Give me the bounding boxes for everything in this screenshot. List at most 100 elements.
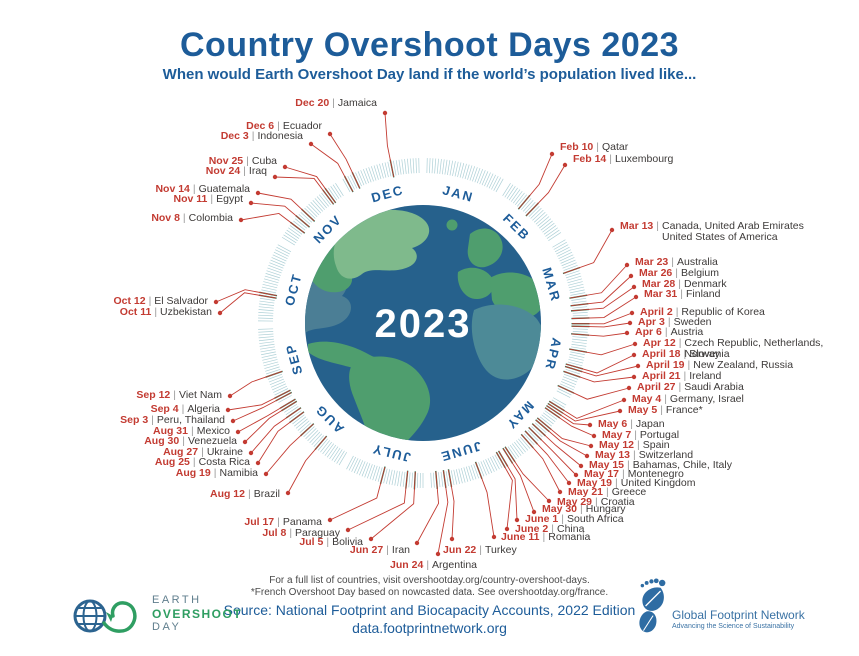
- country-label: Sep 3 | Peru, Thailand: [120, 415, 225, 426]
- country-label: June 11 | Romania: [501, 532, 590, 543]
- overshoot-date: Sep 3: [120, 414, 149, 426]
- separator: |: [181, 403, 185, 415]
- country-name: Slovenia: [689, 348, 730, 360]
- overshoot-date: Dec 3: [220, 130, 249, 142]
- country-label: Mar 13 | Canada, United Arab Emirates Unit…: [620, 221, 804, 243]
- country-name: Indonesia: [257, 130, 303, 142]
- overshoot-date: Aug 25: [154, 456, 190, 468]
- overshoot-date: Feb 14: [573, 153, 607, 165]
- separator: |: [182, 212, 186, 224]
- overshoot-date: May 30: [542, 503, 578, 515]
- country-label: May 29 | Croatia: [557, 497, 635, 508]
- separator: |: [675, 306, 679, 318]
- country-label: Apr 6 | Austria: [635, 327, 703, 338]
- overshoot-date: Nov 25: [208, 155, 244, 167]
- separator: |: [277, 120, 280, 132]
- separator: |: [210, 193, 214, 205]
- separator: |: [671, 256, 675, 268]
- country-name: Canada, United Arab Emirates United Stat…: [662, 220, 804, 243]
- country-name: Bolivia: [332, 536, 363, 548]
- country-name: Venezuela: [187, 435, 237, 447]
- overshoot-date: Apr 12: [643, 337, 676, 349]
- country-label: Aug 30 | Venezuela: [144, 436, 237, 447]
- overshoot-date: April 19: [646, 359, 685, 371]
- country-name: China: [557, 523, 585, 535]
- overshoot-date: Aug 19: [175, 467, 211, 479]
- country-name: Saudi Arabia: [684, 381, 744, 393]
- country-label: April 21 | Ireland: [642, 371, 721, 382]
- separator: |: [479, 544, 482, 556]
- country-label: Mar 26 | Belgium: [639, 268, 719, 279]
- country-name: Portugal: [639, 429, 680, 441]
- country-name: Australia: [677, 256, 718, 268]
- overshoot-date: May 4: [632, 393, 662, 405]
- separator: |: [678, 381, 682, 393]
- separator: |: [637, 439, 640, 451]
- country-label: May 21 | Greece: [568, 487, 646, 498]
- country-name: Romania: [548, 531, 591, 543]
- overshoot-date: Nov 14: [155, 183, 190, 195]
- separator: |: [561, 513, 564, 525]
- separator: |: [277, 516, 280, 528]
- separator: |: [678, 337, 682, 349]
- country-name: Paraguay: [295, 527, 340, 539]
- footer-note-full-list: For a full list of countries, visit over…: [269, 575, 590, 586]
- country-name: Qatar: [602, 141, 629, 153]
- separator: |: [664, 393, 667, 405]
- separator: |: [551, 523, 554, 535]
- country-label: May 6 | Japan: [598, 419, 665, 430]
- country-label: Apr 3 | Sweden: [638, 317, 712, 328]
- country-name: Argentina: [432, 559, 477, 571]
- overshoot-date: Aug 12: [209, 488, 245, 500]
- separator: |: [426, 559, 430, 571]
- separator: |: [251, 130, 255, 142]
- country-label: Dec 6 | Ecuador: [246, 121, 322, 132]
- overshoot-date: Mar 31: [644, 288, 678, 300]
- overshoot-date: Nov 24: [205, 165, 241, 177]
- earth-overshoot-day-icon: [73, 599, 137, 633]
- separator: |: [148, 295, 152, 307]
- country-label: Mar 31 | Finland: [644, 289, 720, 300]
- overshoot-date: Jul 5: [299, 536, 324, 548]
- footprint-icon: [639, 578, 666, 633]
- separator: |: [687, 359, 691, 371]
- overshoot-date: Apr 6: [635, 326, 662, 338]
- page-title: Country Overshoot Days 2023: [179, 26, 680, 64]
- country-label: Feb 14 | Luxembourg: [573, 154, 673, 165]
- country-label: Jul 17 | Panama: [244, 517, 322, 528]
- country-label: Dec 20 | Jamaica: [295, 98, 377, 109]
- separator: |: [192, 456, 196, 468]
- country-label: May 30 | Hungary: [542, 504, 625, 515]
- country-name: Spain: [642, 439, 670, 451]
- eod-logo-overshoot: OVERSHOOT: [152, 607, 243, 621]
- country-label: Jul 5 | Bolivia: [299, 537, 363, 548]
- separator: |: [596, 141, 599, 153]
- country-label: June 2 | China: [515, 524, 584, 535]
- country-name: Bahamas, Chile, Italy: [632, 459, 732, 471]
- separator: |: [667, 316, 671, 328]
- overshoot-date: Dec 6: [246, 120, 275, 132]
- eod-logo-earth: EARTH: [152, 594, 202, 606]
- country-name: Republic of Korea: [681, 306, 765, 318]
- country-name: Iran: [391, 544, 410, 556]
- country-name: Ecuador: [282, 120, 322, 132]
- country-name: Algeria: [187, 403, 220, 415]
- country-label: Apr 12 | Czech Republic, Netherlands, Norw…: [643, 338, 859, 360]
- country-name: Montenegro: [627, 468, 684, 480]
- separator: |: [664, 326, 668, 338]
- overshoot-date: Jul 8: [262, 527, 287, 539]
- country-label: Feb 10 | Qatar: [560, 142, 628, 153]
- country-label: May 15 | Bahamas, Chile, Italy: [589, 460, 732, 471]
- separator: |: [678, 278, 682, 290]
- country-name: Ireland: [689, 370, 722, 382]
- separator: |: [154, 306, 158, 318]
- separator: |: [248, 488, 251, 500]
- country-label: May 12 | Spain: [599, 440, 670, 451]
- overshoot-date: April 21: [642, 370, 681, 382]
- country-name: Mexico: [196, 425, 230, 437]
- country-name: Luxembourg: [615, 153, 674, 165]
- overshoot-date: May 29: [557, 496, 593, 508]
- overshoot-date: Apr 3: [638, 316, 665, 328]
- overshoot-date: May 5: [628, 404, 658, 416]
